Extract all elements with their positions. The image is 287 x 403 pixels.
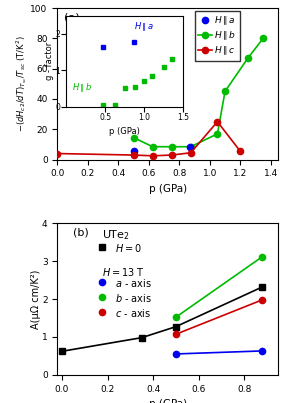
X-axis label: p (GPa): p (GPa) <box>149 184 187 194</box>
Text: (a): (a) <box>64 12 80 23</box>
Y-axis label: A(μΩ cm/K²): A(μΩ cm/K²) <box>30 269 40 329</box>
Text: $b$ - axis: $b$ - axis <box>115 292 152 304</box>
Text: $H = 0$: $H = 0$ <box>115 242 142 254</box>
Text: UTe$_2$: UTe$_2$ <box>102 228 129 241</box>
Text: $H = 13$ T: $H = 13$ T <box>102 266 144 278</box>
Text: (b): (b) <box>73 228 89 238</box>
Text: $a$ - axis: $a$ - axis <box>115 277 152 289</box>
Text: $c$ - axis: $c$ - axis <box>115 307 151 319</box>
Legend: $H \parallel a$, $H \parallel b$, $H \parallel c$: $H \parallel a$, $H \parallel b$, $H \pa… <box>195 11 240 61</box>
X-axis label: p (GPa): p (GPa) <box>149 399 187 403</box>
Y-axis label: $-(dH_{c2}/dT)_{T_{sc}}/T_{sc}$ (T/K$^2$): $-(dH_{c2}/dT)_{T_{sc}}/T_{sc}$ (T/K$^2$… <box>14 35 29 132</box>
